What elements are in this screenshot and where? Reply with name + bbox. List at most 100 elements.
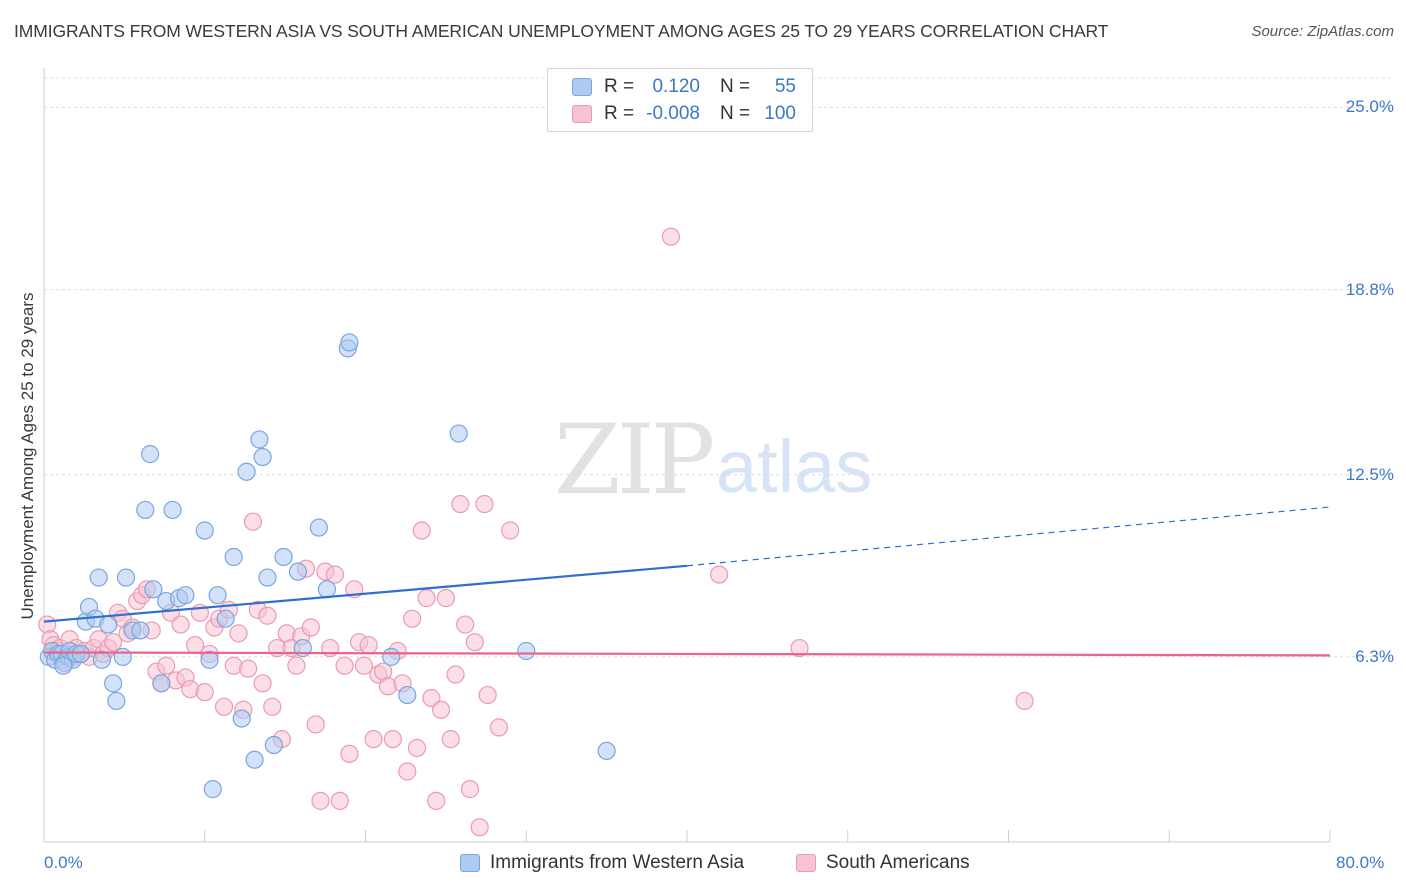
western-asia-point [309, 518, 328, 537]
western-asia-point [140, 445, 160, 464]
y-tick-label: 18.8% [1345, 279, 1394, 299]
south-american-point [253, 674, 272, 693]
western-asia-point [200, 650, 219, 669]
south-american-point [359, 636, 378, 655]
south-american-point [214, 697, 234, 716]
western-asia-point [203, 780, 222, 799]
western-asia-point [107, 691, 126, 711]
south-american-point [364, 730, 383, 749]
western-asia-point [131, 621, 150, 640]
western-asia-point [89, 568, 108, 587]
western-asia-point [99, 615, 118, 634]
south-american-point [195, 683, 214, 702]
south-american-point [258, 606, 277, 625]
series-swatch-pink [796, 854, 816, 872]
y-tick-label: 6.3% [1355, 646, 1394, 666]
western-asia-point [245, 750, 264, 769]
south-american-point [436, 589, 455, 608]
south-american-point [38, 615, 57, 634]
series-legend: Immigrants from Western Asia South Ameri… [0, 852, 1406, 878]
south-american-point [335, 656, 354, 675]
series-swatch-blue [460, 854, 480, 872]
legend-row-western-asia: R = 0.120 N = 55 [572, 74, 796, 100]
south-american-point [470, 818, 489, 837]
south-american-point [456, 615, 475, 634]
western-asia-trend-extension [686, 506, 1331, 567]
western-asia-point [449, 424, 468, 443]
south-american-point [710, 565, 729, 584]
legend-n-value: 55 [774, 76, 796, 97]
western-asia-point [398, 685, 417, 705]
south-american-point [104, 633, 123, 652]
series-label: South Americans [826, 852, 970, 873]
series-label: Immigrants from Western Asia [490, 852, 745, 873]
western-asia-trend-line [43, 564, 688, 623]
legend-n-label: N = [720, 76, 751, 97]
south-american-point [243, 512, 263, 531]
western-asia-point [176, 586, 195, 605]
legend-swatch-pink [572, 105, 592, 123]
western-asia-point [597, 741, 616, 761]
south-american-point [325, 565, 345, 584]
western-asia-point [288, 562, 308, 581]
series-legend-western-asia[interactable]: Immigrants from Western Asia [460, 852, 744, 874]
south-american-point [306, 715, 325, 734]
south-american-point [340, 744, 359, 763]
south-american-point [460, 780, 480, 799]
south-american-point [239, 659, 258, 678]
y-axis-label: Unemployment Among Ages 25 to 29 years [18, 292, 37, 620]
western-asia-point [152, 674, 171, 693]
legend-r-value: 0.120 [652, 76, 700, 97]
western-asia-point [113, 647, 132, 666]
watermark-zip: ZIP [554, 404, 715, 516]
south-american-point [412, 521, 431, 540]
y-tick-label: 25.0% [1345, 97, 1394, 117]
western-asia-point [264, 735, 283, 755]
south-american-point [287, 656, 306, 675]
western-asia-point [71, 644, 91, 664]
western-asia-point [340, 333, 359, 352]
south-american-point [661, 227, 681, 246]
western-asia-point [163, 500, 182, 520]
legend-n-value: 100 [764, 103, 796, 124]
south-american-trend-line [43, 651, 1331, 657]
south-american-point [501, 521, 520, 540]
watermark-atlas: atlas [716, 425, 873, 508]
south-american-point [451, 494, 470, 514]
source-credit: Source: ZipAtlas.com [1251, 23, 1394, 40]
western-asia-point [116, 568, 136, 587]
western-asia-point [144, 580, 163, 599]
x-tick-label-min: 0.0% [44, 853, 83, 872]
south-american-point [383, 730, 402, 749]
legend-row-south-americans: R = -0.008 N = 100 [572, 101, 796, 127]
south-american-point [417, 589, 436, 608]
western-asia-point [274, 547, 293, 567]
western-asia-point [224, 547, 243, 567]
western-asia-point [258, 568, 277, 587]
south-american-point [431, 700, 451, 719]
western-asia-point [216, 609, 235, 628]
south-american-point [475, 494, 494, 514]
legend-n-label: N = [720, 103, 751, 124]
south-american-point [398, 762, 417, 781]
y-tick-label: 12.5% [1345, 464, 1394, 484]
south-american-point [446, 665, 465, 684]
western-asia-point [517, 641, 536, 661]
south-american-point [403, 609, 422, 628]
south-american-point [790, 638, 809, 658]
western-asia-point [232, 709, 251, 728]
western-asia-point [208, 586, 227, 605]
series-legend-south-americans[interactable]: South Americans [796, 852, 970, 874]
western-asia-point [253, 447, 272, 467]
western-asia-point [250, 430, 269, 449]
western-asia-point [237, 462, 256, 481]
legend-r-value: -0.008 [646, 103, 700, 124]
western-asia-point [382, 647, 401, 666]
legend-r-label: R = [604, 76, 635, 97]
western-asia-point [136, 500, 155, 520]
south-american-point [330, 791, 349, 810]
south-american-point [465, 633, 484, 652]
south-american-point [489, 718, 509, 737]
south-american-point [422, 688, 441, 708]
